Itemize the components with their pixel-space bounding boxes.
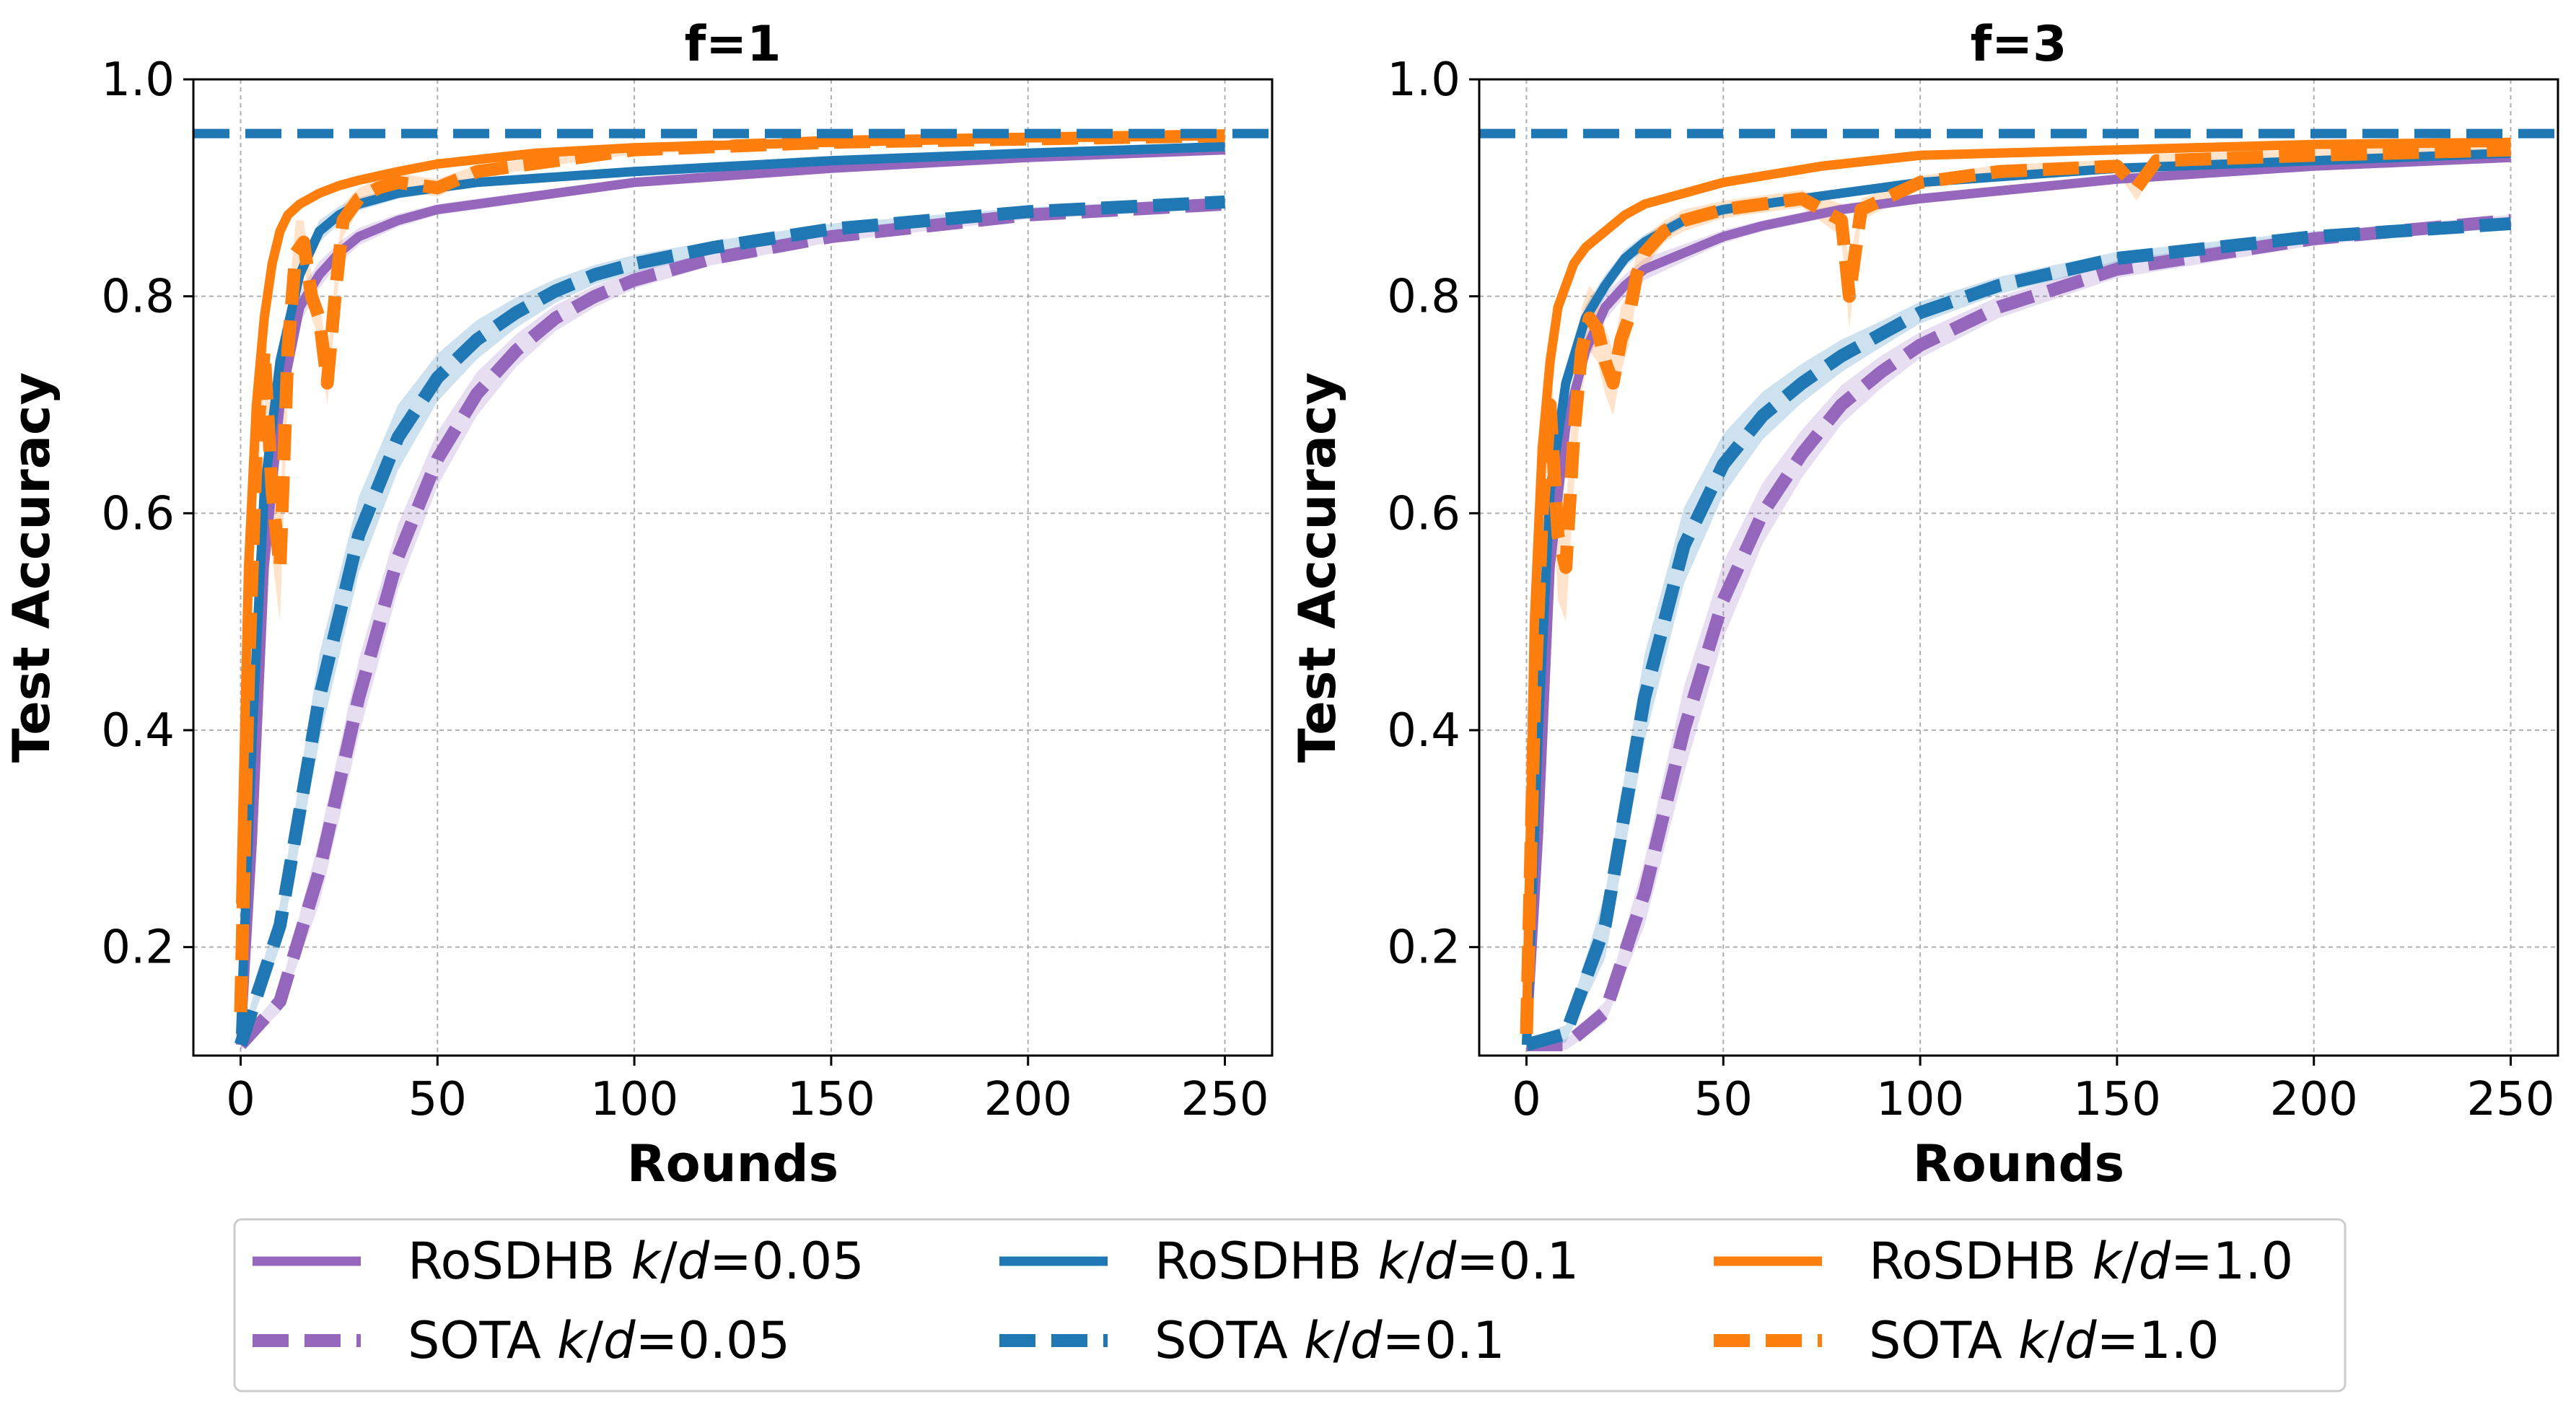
x-tick-label: 150: [787, 1073, 875, 1126]
legend: RoSDHB k/d=0.05 SOTA k/d=0.05 RoSDHB k/d=0…: [233, 1218, 2347, 1393]
chart-title: f=3: [1971, 16, 2067, 73]
y-tick-label: 0.6: [1387, 487, 1460, 540]
x-tick-label: 200: [2270, 1073, 2358, 1126]
x-tick-label: 0: [226, 1073, 255, 1126]
legend-item-sota-0-05: SOTA k/d=0.05: [253, 1311, 790, 1370]
series-sota-k-d-1-0: [1520, 143, 2511, 1035]
series-rosdhb-k-d-1-0: [1521, 137, 2511, 1035]
band-sota-k-d-0-05: [1526, 214, 2511, 1051]
y-tick-label: 0.8: [1387, 271, 1460, 324]
y-tick-label: 1.0: [101, 53, 175, 107]
x-axis-label: Rounds: [627, 1134, 838, 1193]
series-rosdhb-k-d-1-0: [235, 131, 1225, 904]
series-sota-k-d-0-05: [1526, 214, 2512, 1051]
legend-item-rosdhb-0-05: RoSDHB k/d=0.05: [253, 1232, 864, 1291]
band-sota-k-d-0-05: [240, 199, 1225, 1051]
y-axis-label: Test Accuracy: [2, 372, 61, 763]
y-axis-label: Test Accuracy: [1288, 372, 1347, 763]
y-tick-label: 0.2: [1387, 921, 1460, 975]
legend-item-rosdhb-0-1: RoSDHB k/d=0.1: [999, 1232, 1579, 1291]
x-tick-label: 200: [984, 1073, 1072, 1126]
legend-item-sota-1-0: SOTA k/d=1.0: [1714, 1311, 2220, 1370]
y-tick-label: 1.0: [1387, 53, 1460, 107]
x-tick-label: 250: [2466, 1073, 2554, 1126]
series-sota-k-d-1-0: [234, 129, 1225, 1013]
y-tick-label: 0.8: [101, 271, 175, 324]
series-sota-k-d-0-1: [234, 195, 1225, 1047]
y-tick-label: 0.2: [101, 921, 175, 975]
axes-frame: [192, 78, 1274, 1057]
chart-title: f=1: [685, 16, 781, 73]
plot-area: [193, 128, 1272, 1053]
legend-item-rosdhb-1-0: RoSDHB k/d=1.0: [1714, 1232, 2293, 1291]
panel-f1: 0 50 100 150 200 250 0.2 0.4 0.6 0.8 1.0 f=1 Rounds T…: [2, 16, 1274, 1193]
legend-item-sota-0-1: SOTA k/d=0.1: [999, 1311, 1505, 1370]
x-tick-label: 100: [1876, 1073, 1964, 1126]
axes-frame: [1478, 78, 2559, 1057]
series-sota-k-d-0-1: [1525, 216, 2512, 1051]
legend-label: RoSDHB k/d=1.0: [1869, 1232, 2293, 1291]
band-sota-k-d-0-1: [1526, 219, 2511, 1049]
series-rosdhb-k-d-0-05: [1521, 152, 2511, 1045]
x-tick-label: 150: [2073, 1073, 2161, 1126]
y-tick-label: 0.4: [1387, 704, 1460, 758]
series-sota-k-d-0-05: [235, 197, 1226, 1050]
x-axis-label: Rounds: [1913, 1134, 2124, 1193]
legend-label: RoSDHB k/d=0.1: [1155, 1232, 1579, 1291]
legend-label: SOTA k/d=0.1: [1155, 1311, 1505, 1370]
y-tick-label: 0.6: [101, 487, 175, 540]
legend-label: SOTA k/d=0.05: [408, 1311, 790, 1370]
x-tick-label: 0: [1512, 1073, 1541, 1126]
panel-f3: 0 50 100 150 200 250 0.2 0.4 0.6 0.8 1.0 f=3 Rounds T…: [1288, 16, 2559, 1193]
x-tick-label: 250: [1180, 1073, 1269, 1126]
legend-label: SOTA k/d=1.0: [1869, 1311, 2220, 1370]
x-tick-label: 50: [1694, 1073, 1753, 1126]
x-tick-label: 100: [590, 1073, 678, 1126]
legend-label: RoSDHB k/d=0.05: [408, 1232, 864, 1291]
y-tick-label: 0.4: [101, 704, 175, 758]
x-tick-label: 50: [408, 1073, 467, 1126]
plot-area: [1479, 128, 2558, 1053]
